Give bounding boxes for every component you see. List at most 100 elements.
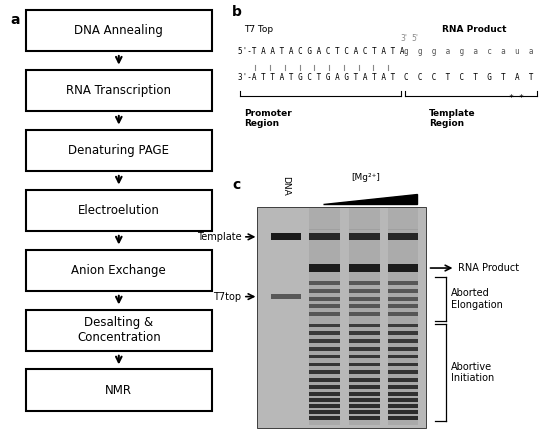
Bar: [309, 355, 340, 359]
Bar: [309, 417, 340, 420]
Bar: [309, 370, 340, 374]
Bar: [349, 335, 380, 336]
Bar: [349, 375, 380, 376]
Bar: [349, 220, 380, 222]
Bar: [388, 304, 418, 308]
Bar: [349, 349, 380, 351]
Bar: [309, 349, 340, 351]
Bar: [309, 302, 340, 304]
Text: 5': 5': [411, 35, 418, 43]
Bar: [309, 342, 340, 344]
Bar: [388, 365, 418, 367]
Bar: [388, 423, 418, 425]
Bar: [309, 257, 340, 259]
Bar: [349, 373, 380, 375]
Bar: [309, 248, 340, 249]
Bar: [309, 411, 340, 413]
Bar: [349, 391, 380, 393]
Bar: [309, 229, 340, 231]
Text: b: b: [232, 5, 242, 19]
Bar: [309, 402, 340, 404]
Bar: [388, 237, 418, 239]
Bar: [349, 265, 380, 271]
Bar: [309, 360, 340, 362]
Bar: [388, 217, 418, 219]
Bar: [309, 240, 340, 242]
Bar: [309, 358, 340, 360]
Bar: [309, 422, 340, 423]
Bar: [309, 353, 340, 355]
Bar: [349, 302, 380, 304]
Bar: [388, 331, 418, 335]
Bar: [388, 231, 418, 233]
Bar: [349, 327, 380, 329]
Bar: [349, 385, 380, 389]
Bar: [309, 351, 340, 353]
Bar: [349, 324, 380, 326]
Bar: [349, 364, 380, 365]
Bar: [309, 293, 340, 295]
Bar: [388, 304, 418, 306]
Polygon shape: [323, 194, 417, 204]
Bar: [26, 249, 212, 291]
Bar: [309, 268, 340, 269]
Bar: [349, 342, 380, 344]
Bar: [388, 233, 418, 235]
Text: 5'-T A A T A C G A C T C A C T A T A: 5'-T A A T A C G A C T C A C T A T A: [238, 48, 405, 56]
Bar: [388, 404, 418, 405]
Bar: [349, 371, 380, 373]
Bar: [309, 326, 340, 327]
Bar: [388, 262, 418, 264]
Text: * *: * *: [509, 94, 524, 103]
Bar: [309, 239, 340, 240]
Bar: [309, 242, 340, 244]
Bar: [309, 222, 340, 224]
Bar: [309, 382, 340, 384]
Bar: [388, 235, 418, 237]
Bar: [388, 402, 418, 404]
Bar: [309, 398, 340, 400]
Bar: [349, 255, 380, 257]
Bar: [309, 298, 340, 300]
Bar: [349, 271, 380, 273]
Bar: [349, 405, 380, 407]
Bar: [388, 320, 418, 322]
Bar: [388, 333, 418, 335]
Bar: [388, 369, 418, 371]
Bar: [388, 413, 418, 414]
Bar: [349, 389, 380, 391]
Bar: [388, 396, 418, 398]
Bar: [309, 418, 340, 420]
Text: Promoter
Region: Promoter Region: [245, 109, 292, 128]
Bar: [388, 322, 418, 324]
Bar: [309, 269, 340, 271]
Bar: [349, 289, 380, 293]
Bar: [349, 280, 380, 282]
Bar: [388, 370, 418, 374]
Bar: [388, 289, 418, 291]
Bar: [349, 404, 380, 405]
Bar: [349, 392, 380, 396]
Bar: [349, 224, 380, 226]
Bar: [388, 242, 418, 244]
Bar: [388, 351, 418, 353]
Bar: [388, 239, 418, 240]
Bar: [271, 233, 301, 240]
Bar: [349, 347, 380, 349]
Bar: [26, 369, 212, 410]
Bar: [309, 416, 340, 418]
Text: Desalting &
Concentration: Desalting & Concentration: [77, 316, 161, 344]
Bar: [349, 329, 380, 331]
Bar: [349, 394, 380, 396]
Bar: [349, 277, 380, 278]
Bar: [349, 313, 380, 315]
Bar: [349, 420, 380, 422]
Text: c: c: [232, 178, 240, 192]
Bar: [349, 411, 380, 413]
Bar: [388, 378, 418, 380]
Bar: [388, 288, 418, 289]
Bar: [309, 423, 340, 425]
Bar: [349, 413, 380, 414]
Bar: [349, 304, 380, 308]
Bar: [388, 411, 418, 413]
